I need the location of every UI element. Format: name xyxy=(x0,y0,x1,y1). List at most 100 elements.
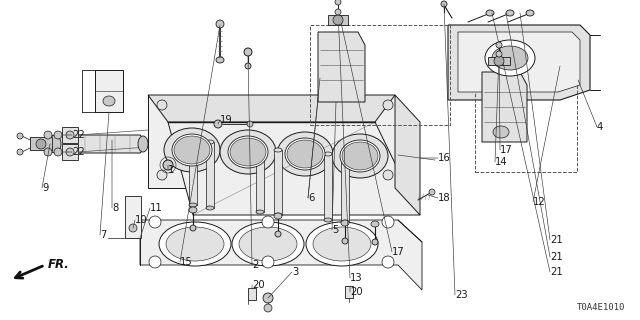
Text: 6: 6 xyxy=(308,193,314,203)
Text: 16: 16 xyxy=(438,153,451,163)
Text: 21: 21 xyxy=(550,252,563,262)
Polygon shape xyxy=(206,142,214,208)
Ellipse shape xyxy=(214,120,222,128)
Text: 15: 15 xyxy=(180,257,193,267)
Text: T0A4E1010: T0A4E1010 xyxy=(577,303,625,312)
Text: 23: 23 xyxy=(455,290,468,300)
Polygon shape xyxy=(256,148,264,212)
Ellipse shape xyxy=(485,40,535,76)
Ellipse shape xyxy=(494,56,504,66)
Text: 8: 8 xyxy=(112,203,118,213)
Ellipse shape xyxy=(159,222,231,266)
Ellipse shape xyxy=(239,227,297,261)
Ellipse shape xyxy=(230,138,266,166)
Ellipse shape xyxy=(190,225,196,231)
Bar xyxy=(248,288,256,300)
Polygon shape xyxy=(274,150,282,215)
Polygon shape xyxy=(30,137,52,150)
Polygon shape xyxy=(482,72,527,142)
Ellipse shape xyxy=(324,152,332,156)
Ellipse shape xyxy=(306,222,378,266)
Ellipse shape xyxy=(232,222,304,266)
Ellipse shape xyxy=(129,224,137,232)
Polygon shape xyxy=(168,122,420,215)
Text: 3: 3 xyxy=(292,267,298,277)
Bar xyxy=(345,286,353,298)
Text: 11: 11 xyxy=(150,203,163,213)
Polygon shape xyxy=(458,32,580,92)
Ellipse shape xyxy=(382,216,394,228)
Ellipse shape xyxy=(382,256,394,268)
Ellipse shape xyxy=(174,136,210,164)
Polygon shape xyxy=(328,15,348,25)
Ellipse shape xyxy=(429,189,435,195)
Ellipse shape xyxy=(44,131,52,139)
Ellipse shape xyxy=(287,140,323,168)
Ellipse shape xyxy=(335,9,341,15)
Text: 20: 20 xyxy=(350,287,363,297)
Polygon shape xyxy=(140,220,422,290)
Ellipse shape xyxy=(264,304,272,312)
Text: 19: 19 xyxy=(220,115,233,125)
Text: 22: 22 xyxy=(72,130,84,140)
Bar xyxy=(475,62,577,172)
Ellipse shape xyxy=(256,210,264,214)
Ellipse shape xyxy=(157,170,167,180)
Ellipse shape xyxy=(277,132,333,176)
Polygon shape xyxy=(62,127,78,143)
Ellipse shape xyxy=(157,100,167,110)
Polygon shape xyxy=(189,140,197,205)
Text: 2: 2 xyxy=(252,260,259,270)
Ellipse shape xyxy=(263,293,273,303)
Ellipse shape xyxy=(216,57,224,63)
Ellipse shape xyxy=(262,216,274,228)
Ellipse shape xyxy=(506,10,514,16)
Ellipse shape xyxy=(342,142,378,170)
Ellipse shape xyxy=(441,1,447,7)
Text: 1: 1 xyxy=(168,165,174,175)
Ellipse shape xyxy=(220,130,276,174)
Ellipse shape xyxy=(189,138,197,142)
Text: 13: 13 xyxy=(350,273,363,283)
Ellipse shape xyxy=(189,203,197,207)
Ellipse shape xyxy=(164,128,220,172)
Ellipse shape xyxy=(189,207,197,213)
Ellipse shape xyxy=(228,136,268,168)
Ellipse shape xyxy=(341,220,349,226)
Ellipse shape xyxy=(274,213,282,219)
Text: 21: 21 xyxy=(550,267,563,277)
Ellipse shape xyxy=(275,231,281,237)
Ellipse shape xyxy=(172,134,212,166)
Text: 17: 17 xyxy=(392,247,404,257)
Ellipse shape xyxy=(332,134,388,178)
Ellipse shape xyxy=(206,140,214,144)
Ellipse shape xyxy=(342,238,348,244)
Ellipse shape xyxy=(138,136,148,152)
Ellipse shape xyxy=(383,170,393,180)
Ellipse shape xyxy=(216,20,224,28)
Polygon shape xyxy=(50,135,145,153)
Ellipse shape xyxy=(256,146,264,150)
Ellipse shape xyxy=(244,48,252,56)
Text: 10: 10 xyxy=(135,215,148,225)
Ellipse shape xyxy=(44,148,52,156)
Text: 12: 12 xyxy=(533,197,546,207)
Ellipse shape xyxy=(324,218,332,222)
Ellipse shape xyxy=(313,227,371,261)
Polygon shape xyxy=(318,32,365,102)
Ellipse shape xyxy=(383,100,393,110)
Text: 17: 17 xyxy=(500,145,513,155)
Ellipse shape xyxy=(285,138,325,170)
Text: 7: 7 xyxy=(100,230,106,240)
Ellipse shape xyxy=(493,126,509,138)
Ellipse shape xyxy=(371,221,379,227)
Polygon shape xyxy=(62,144,78,160)
Ellipse shape xyxy=(17,149,23,155)
Bar xyxy=(125,196,141,238)
Ellipse shape xyxy=(496,42,502,48)
Ellipse shape xyxy=(274,213,282,217)
Text: 20: 20 xyxy=(252,280,264,290)
Ellipse shape xyxy=(206,206,214,210)
Text: 4: 4 xyxy=(597,122,604,132)
Text: 18: 18 xyxy=(438,193,451,203)
